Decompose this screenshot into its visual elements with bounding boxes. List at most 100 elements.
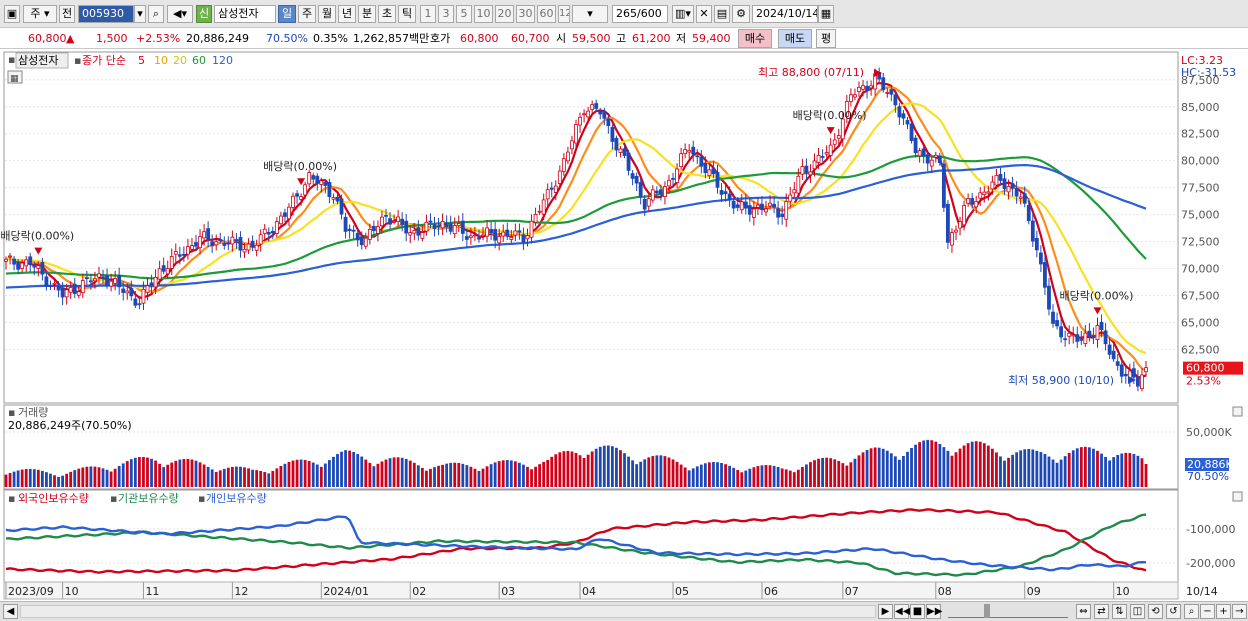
volume-bar	[853, 458, 857, 487]
table-toggle-icon[interactable]	[7, 70, 23, 84]
zoom-slider-handle[interactable]	[984, 604, 990, 618]
crosshair-icon[interactable]: ✕	[696, 5, 712, 23]
candle-body	[202, 231, 206, 239]
x-tick-label: 02	[412, 585, 426, 598]
volume-bar	[995, 452, 998, 487]
first-page-button[interactable]: ◀◀	[894, 604, 911, 619]
fit-tool-icon[interactable]: ◫	[1130, 604, 1145, 619]
period-mode-button[interactable]: 전	[59, 5, 75, 23]
volume-summary: 20,886,249주(70.50%)	[8, 419, 132, 432]
count-field[interactable]: 265/600	[612, 5, 668, 23]
restore-tool-icon[interactable]: ⟲	[1148, 604, 1163, 619]
period-day-tab[interactable]: 일	[278, 5, 296, 23]
layout-icon[interactable]: ▣	[4, 5, 20, 23]
date-field[interactable]: 2024/10/14	[752, 5, 818, 23]
volume-bar	[610, 446, 614, 487]
scroll-track[interactable]	[20, 605, 876, 618]
calendar-icon[interactable]: ▦	[818, 5, 834, 23]
period-month-tab[interactable]: 월	[318, 5, 336, 23]
zoom-range-icon[interactable]: ⇔	[1076, 604, 1091, 619]
gear-icon[interactable]: ⚙	[732, 5, 750, 23]
sound-icon[interactable]: ◀▾	[167, 5, 193, 23]
candle-body	[481, 234, 485, 237]
volume-bar	[990, 448, 994, 487]
interval-10[interactable]: 10	[474, 5, 493, 23]
interval-60[interactable]: 60	[537, 5, 556, 23]
search-icon[interactable]: ⌕	[148, 5, 164, 23]
reset-icon[interactable]: ↺	[1166, 604, 1181, 619]
x-tick-label: 04	[582, 585, 596, 598]
volume-bar	[348, 450, 352, 487]
candle-body	[739, 201, 744, 211]
candle-body	[711, 168, 716, 175]
interval-120[interactable]: 120	[558, 5, 570, 23]
period-year-tab[interactable]: 년	[338, 5, 356, 23]
zoom-slider[interactable]	[948, 605, 1068, 618]
holdings-close-icon[interactable]	[1232, 491, 1243, 502]
candle-body	[998, 173, 1003, 181]
period-second-tab[interactable]: 초	[378, 5, 396, 23]
full-range-icon[interactable]: →	[1232, 604, 1247, 619]
stock-chart[interactable]: 87,500 85,000 82,500 80,000 77,500 75,000 72,5…	[0, 49, 1248, 601]
buy-button[interactable]: 매수	[738, 29, 772, 48]
candle-body	[20, 262, 25, 269]
volume-bar	[950, 455, 954, 487]
next-page-button[interactable]: ▶▶	[926, 604, 943, 619]
chart-type-icon[interactable]: ▥▾	[672, 5, 694, 23]
interval-20[interactable]: 20	[495, 5, 514, 23]
period-tick-tab[interactable]: 틱	[398, 5, 416, 23]
candle-body	[311, 175, 316, 180]
candle-body	[1018, 196, 1023, 199]
volume-bar	[728, 465, 732, 487]
volume-bar	[125, 461, 129, 487]
volume-bar	[914, 444, 917, 487]
candle-body	[557, 170, 562, 184]
code-dropdown-icon[interactable]: ▾	[134, 5, 146, 23]
evaluate-button[interactable]: 평	[816, 29, 836, 48]
interval-5[interactable]: 5	[456, 5, 472, 23]
sell-button[interactable]: 매도	[778, 29, 812, 48]
stop-button[interactable]: ■	[910, 604, 925, 619]
scroll-left-button[interactable]: ◀	[3, 604, 18, 619]
volume-close-icon[interactable]	[1232, 406, 1243, 417]
candle-body	[650, 189, 655, 201]
candle-body	[1067, 332, 1072, 337]
candle-body	[28, 256, 33, 265]
period-week-tab[interactable]: 주	[298, 5, 316, 23]
volume-bar	[675, 461, 679, 487]
scroll-right-button[interactable]: ▶	[878, 604, 893, 619]
stock-name-field[interactable]: 삼성전자	[214, 5, 276, 23]
save-icon[interactable]: ▤	[714, 5, 730, 23]
price-y-tick: 87,500	[1181, 74, 1220, 87]
zoom-in-icon[interactable]: +	[1216, 604, 1231, 619]
market-select[interactable]: 주 ▾	[23, 5, 57, 23]
x-axis: 2023/09 10 11 12 2024/01 02 03 04 05 06 07 08 09 10 10…	[3, 581, 1218, 600]
period-tool-icon[interactable]: ⇄	[1094, 604, 1109, 619]
candle-body	[145, 285, 150, 293]
legend-stock-box[interactable]	[15, 52, 69, 69]
candle-body	[444, 222, 449, 228]
volume-bar	[582, 457, 586, 487]
zoom-out-icon[interactable]: −	[1200, 604, 1215, 619]
volume-bar	[259, 470, 263, 487]
candle-body	[16, 261, 21, 270]
volume-bar	[1096, 450, 1099, 487]
interval-3[interactable]: 3	[438, 5, 454, 23]
volume-bar	[768, 465, 772, 487]
volume-bar	[877, 447, 881, 487]
scale-tool-icon[interactable]: ⇅	[1112, 604, 1127, 619]
candle-body	[921, 148, 926, 156]
x-tick-label: 05	[675, 585, 689, 598]
magnifier-icon[interactable]: ⌕	[1184, 604, 1199, 619]
x-axis-band	[3, 581, 1179, 600]
period-minute-tab[interactable]: 분	[358, 5, 376, 23]
scroll-bar[interactable]: ◀ ▶ ◀◀ ■ ▶▶ ⇔ ⇄ ⇅ ◫ ⟲ ↺ ⌕ − + →	[0, 601, 1248, 621]
stock-code-input[interactable]: 005930	[78, 5, 134, 23]
candle-body	[561, 158, 566, 172]
candle-body	[436, 225, 441, 228]
interval-30[interactable]: 30	[516, 5, 535, 23]
interval-1[interactable]: 1	[420, 5, 436, 23]
candle-body	[784, 201, 789, 220]
interval-custom-select[interactable]: ▾	[572, 5, 608, 23]
volume-bar	[845, 465, 849, 487]
